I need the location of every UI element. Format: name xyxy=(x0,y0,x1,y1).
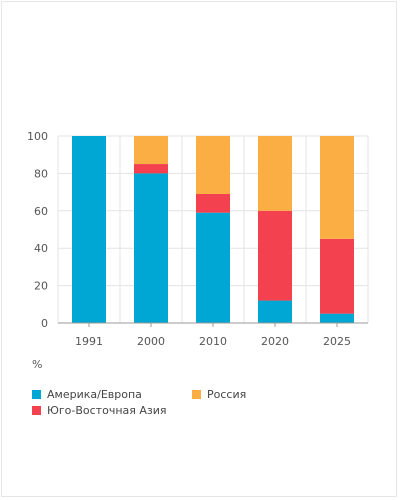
legend-swatch xyxy=(192,390,201,399)
bar-segment xyxy=(320,136,354,239)
legend-item-russia: Россия xyxy=(192,388,246,401)
stacked-bar-chart: 0 20 40 60 80 100 1991 2000 2010 2020 2025 xyxy=(27,130,369,348)
bar-segment xyxy=(134,173,168,323)
legend-swatch xyxy=(32,406,41,415)
bar-segment xyxy=(196,136,230,194)
y-tick-label: 60 xyxy=(34,205,48,218)
y-unit-label: % xyxy=(32,358,43,371)
bar-segment xyxy=(196,193,230,213)
x-tick-label: 2010 xyxy=(199,335,227,348)
y-tick-label: 40 xyxy=(34,242,48,255)
bar-segment xyxy=(72,136,106,323)
x-tick-label: 2025 xyxy=(323,335,351,348)
bar-segment xyxy=(258,210,292,301)
x-tick-label: 2000 xyxy=(137,335,165,348)
bar-segment xyxy=(196,212,230,323)
y-tick-label: 20 xyxy=(34,280,48,293)
y-tick-label: 80 xyxy=(34,167,48,180)
legend-label: Америка/Европа xyxy=(47,388,142,401)
bar-segment xyxy=(320,313,354,323)
x-tick-label: 2020 xyxy=(261,335,289,348)
bar-segment xyxy=(258,300,292,323)
legend-label: Юго-Восточная Азия xyxy=(47,404,167,417)
legend-item-america-europe: Америка/Европа xyxy=(32,388,142,401)
y-tick-label: 0 xyxy=(41,317,48,330)
bar-segment xyxy=(134,136,168,165)
y-tick-label: 100 xyxy=(27,130,48,143)
legend-item-southeast-asia: Юго-Восточная Азия xyxy=(32,404,167,417)
x-tick-label: 1991 xyxy=(75,335,103,348)
legend-swatch xyxy=(32,390,41,399)
bar-segment xyxy=(258,136,292,211)
bar-segment xyxy=(320,238,354,314)
bar-segment xyxy=(134,164,168,174)
legend-label: Россия xyxy=(207,388,247,401)
